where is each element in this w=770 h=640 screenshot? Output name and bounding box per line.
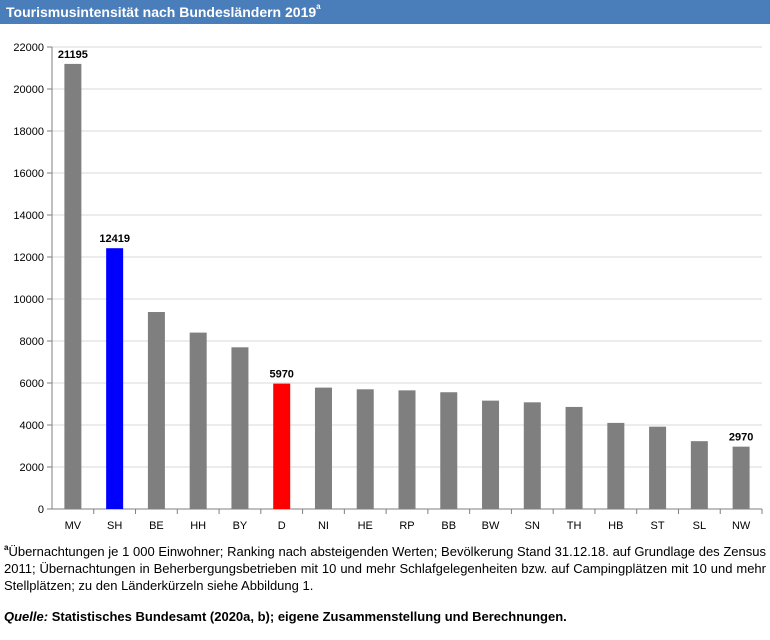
bar-NW <box>732 446 750 509</box>
x-tick-label-BY: BY <box>233 520 248 532</box>
bar-RP <box>398 390 416 509</box>
data-label-MV: 21195 <box>58 49 88 61</box>
y-tick-label: 8000 <box>20 336 44 348</box>
footnote-superscript: a <box>4 543 9 552</box>
bar-BY <box>231 347 249 509</box>
source-line: Quelle: Statistisches Bundesamt (2020a, … <box>4 609 567 624</box>
x-tick-labels: MV SH BE HH BY D NI HE RP BB BW SN TH HB ST SL NW <box>65 520 751 532</box>
x-tick-label-HB: HB <box>608 520 623 532</box>
source-text: Statistisches Bundesamt (2020a, b); eige… <box>48 609 567 624</box>
x-tick-label-D: D <box>278 520 286 532</box>
y-tick-label: 20000 <box>13 84 44 96</box>
bar-MV <box>64 63 82 509</box>
bar-SL <box>690 441 708 509</box>
footnote-text: Übernachtungen je 1 000 Einwohner; Ranki… <box>4 544 766 593</box>
bar-BE <box>147 312 165 509</box>
y-tick-label: 14000 <box>13 210 44 222</box>
x-tick-label-SH: SH <box>107 520 122 532</box>
x-tick-label-RP: RP <box>399 520 414 532</box>
bar-NI <box>314 387 332 509</box>
bar-D <box>273 383 291 509</box>
y-tick-label: 16000 <box>13 168 44 180</box>
bar-BW <box>482 400 500 509</box>
bar-BB <box>440 392 458 509</box>
bar-chart: 0 2000 4000 6000 8000 10000 12000 14000 16000 180… <box>13 42 763 532</box>
bar-HE <box>356 389 374 509</box>
x-tick-label-MV: MV <box>65 520 82 532</box>
data-label-D: 5970 <box>269 369 293 381</box>
y-tick-label: 6000 <box>20 378 44 390</box>
bar-HH <box>189 332 207 509</box>
bar-SH <box>106 248 124 510</box>
y-tick-label: 0 <box>38 504 44 516</box>
data-label-NW: 2970 <box>729 432 753 444</box>
chart-title: Tourismusintensität nach Bundesländern 2… <box>6 4 317 20</box>
y-tick-label: 22000 <box>13 42 44 54</box>
chart-title-bar: Tourismusintensität nach Bundesländern 2… <box>0 0 770 24</box>
bars <box>64 63 750 510</box>
bar-TH <box>565 406 583 509</box>
x-tick-label-HE: HE <box>358 520 373 532</box>
x-tick-label-BB: BB <box>441 520 456 532</box>
x-tick-label-HH: HH <box>190 520 206 532</box>
bar-SN <box>523 402 541 509</box>
x-tick-label-TH: TH <box>567 520 582 532</box>
source-label: Quelle: <box>4 609 49 624</box>
x-tick-label-SL: SL <box>693 520 706 532</box>
gridlines <box>52 46 762 468</box>
bar-HB <box>607 422 625 509</box>
x-tick-label-NI: NI <box>318 520 329 532</box>
x-tick-label-NW: NW <box>732 520 751 532</box>
data-label-SH: 12419 <box>99 233 130 245</box>
x-tick-label-ST: ST <box>651 520 665 532</box>
y-tick-label: 4000 <box>20 420 44 432</box>
y-tick-label: 18000 <box>13 126 44 138</box>
y-tick-labels: 0 2000 4000 6000 8000 10000 12000 14000 16000 180… <box>13 42 44 516</box>
y-tick-label: 2000 <box>20 462 44 474</box>
footnote: aÜbernachtungen je 1 000 Einwohner; Rank… <box>4 543 766 594</box>
x-tick-label-BW: BW <box>482 520 500 532</box>
data-labels: 21195 12419 5970 2970 <box>58 49 753 444</box>
x-tick-label-BE: BE <box>149 520 164 532</box>
y-tick-label: 12000 <box>13 252 44 264</box>
x-tick-label-SN: SN <box>525 520 540 532</box>
bar-ST <box>649 426 667 509</box>
chart-title-superscript: a <box>316 2 321 11</box>
y-tick-label: 10000 <box>13 294 44 306</box>
